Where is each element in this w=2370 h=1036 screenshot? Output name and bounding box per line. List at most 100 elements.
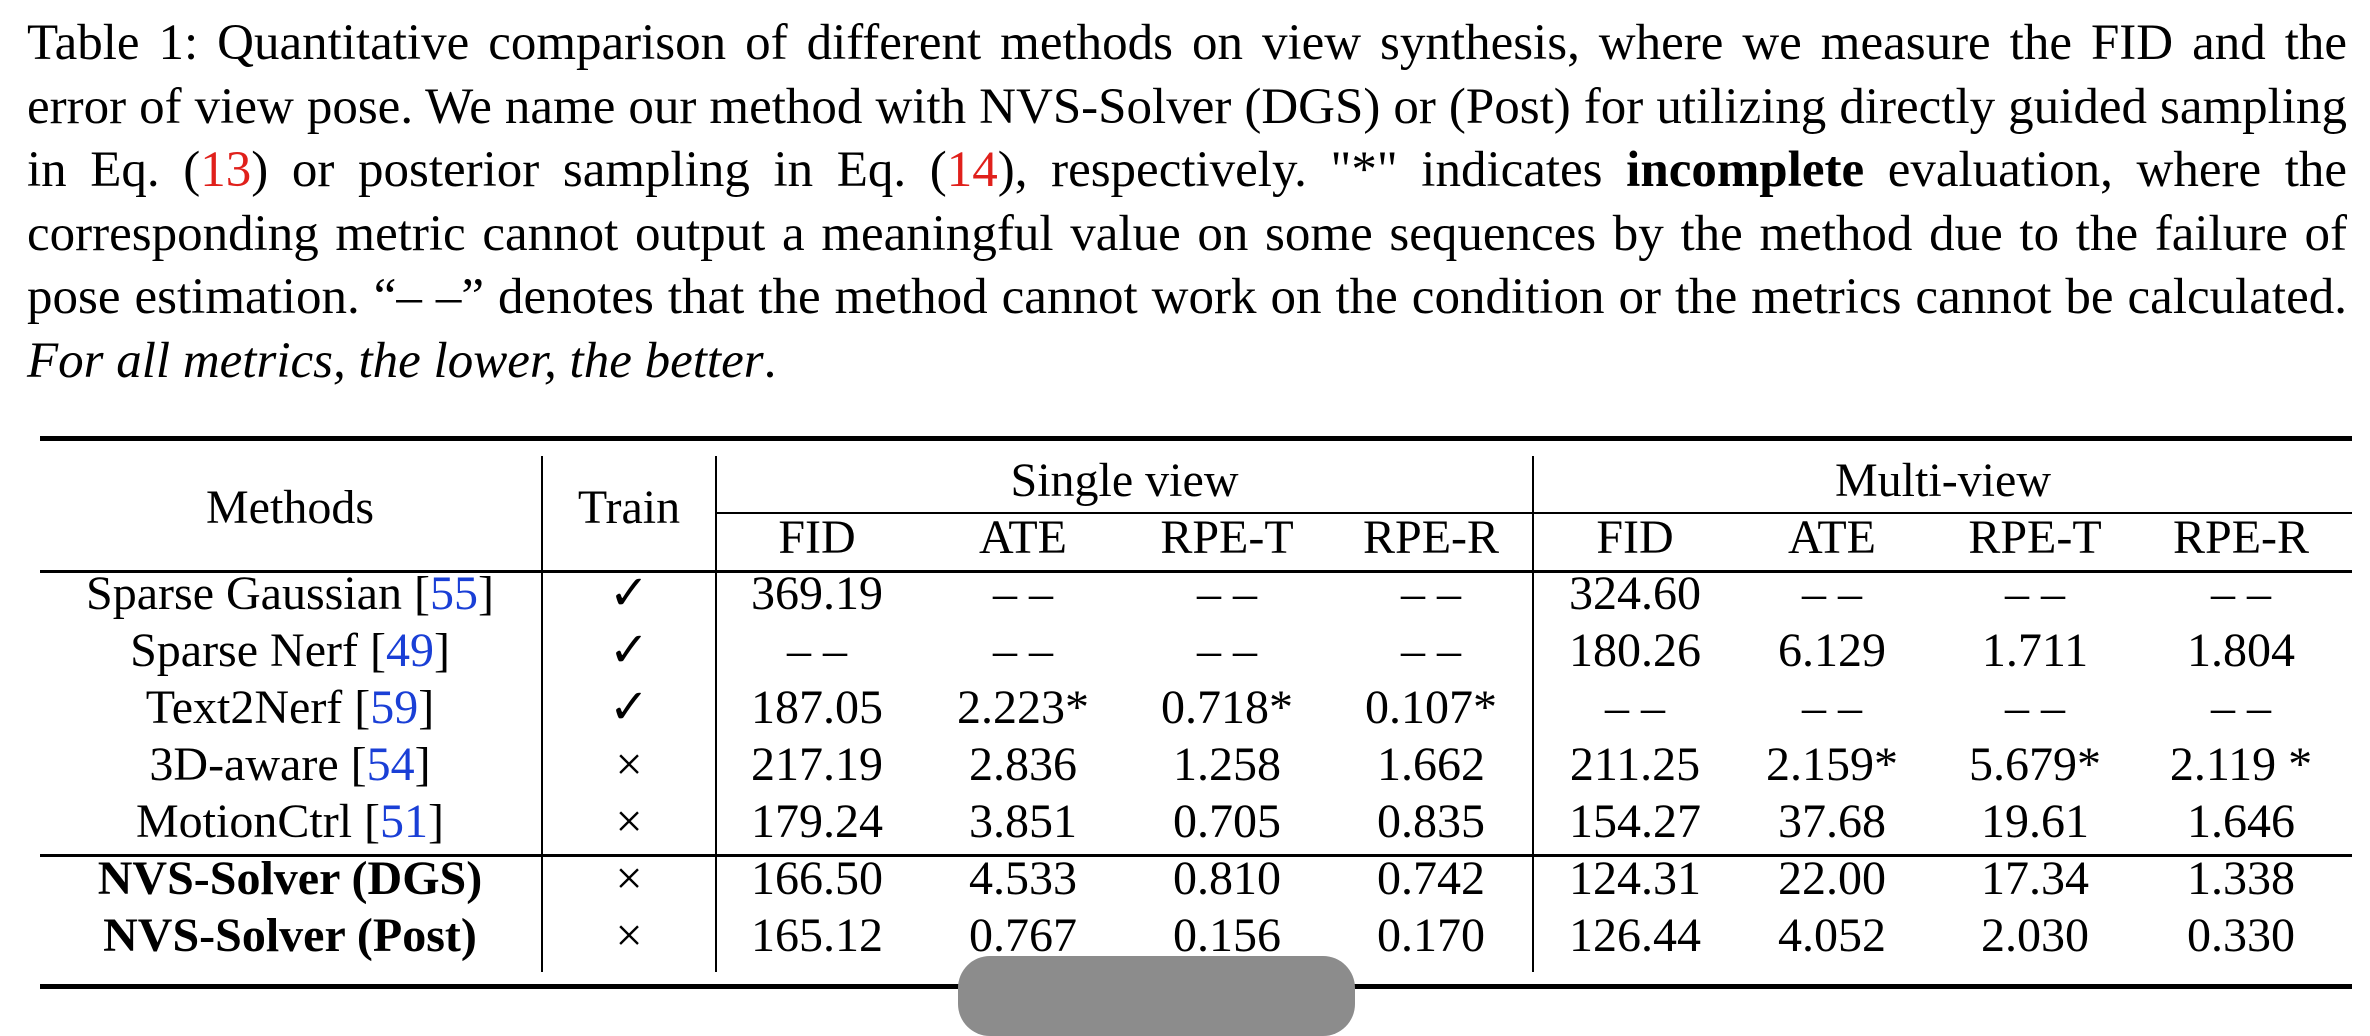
group-rule-multi-view <box>1534 512 2352 514</box>
table-cell: 217.19 <box>751 738 883 791</box>
table-cell: 5.679* <box>1969 738 2101 791</box>
citation-ref[interactable]: 54 <box>366 738 415 791</box>
table-cell: 126.44 <box>1569 909 1701 962</box>
table-cell: 0.170 <box>1377 909 1485 962</box>
caption-text-2: ) or posterior sampling in Eq. ( <box>251 142 947 198</box>
table-cell: 1.338 <box>2187 852 2295 905</box>
vrule-methods-train <box>541 456 543 972</box>
table-cell: 22.00 <box>1778 852 1886 905</box>
table-cell: 0.810 <box>1173 852 1281 905</box>
row-method-name: MotionCtrl [51] <box>136 795 444 848</box>
train-cross-mark: × <box>615 852 643 905</box>
train-cross-mark: × <box>615 909 643 962</box>
row-method-name: Sparse Gaussian [55] <box>86 567 494 620</box>
equation-ref-14[interactable]: 14 <box>946 142 998 198</box>
caption-end: . <box>763 332 777 389</box>
row-method-name: Sparse Nerf [49] <box>130 624 450 677</box>
table-cell: 3.851 <box>969 795 1077 848</box>
col-header-single-ate: ATE <box>979 511 1067 564</box>
table-cell: 1.258 <box>1173 738 1281 791</box>
row-method-name: Text2Nerf [59] <box>145 681 435 734</box>
table-cell: – – <box>2211 681 2271 734</box>
table-cell: 187.05 <box>751 681 883 734</box>
train-cross-mark: × <box>615 795 643 848</box>
group-rule-single-view <box>716 512 1534 514</box>
table-cell: 2.030 <box>1981 909 2089 962</box>
table-cell: – – <box>1197 624 1257 677</box>
table-cell: 4.533 <box>969 852 1077 905</box>
table-cell: 2.119 * <box>2169 738 2313 791</box>
caption-text-3: ), respectively. "*" indicates <box>997 142 1627 198</box>
table-cell: 1.804 <box>2187 624 2295 677</box>
caption-text-1: Table 1: Quantitative comparison of diff… <box>27 15 2347 198</box>
table-cell: 165.12 <box>751 909 883 962</box>
header-methods: Methods <box>206 481 374 534</box>
table-cell: – – <box>993 567 1053 620</box>
table-cell: 369.19 <box>751 567 883 620</box>
col-header-multi-fid: FID <box>1596 511 1674 564</box>
citation-ref[interactable]: 51 <box>380 795 429 848</box>
table-cell: 211.25 <box>1569 738 1701 791</box>
citation-ref[interactable]: 55 <box>429 567 478 620</box>
caption-italic: For all metrics, the lower, the better <box>27 332 764 389</box>
table-cell: – – <box>1605 681 1665 734</box>
train-check-mark: ✓ <box>608 681 650 734</box>
table-cell: 154.27 <box>1569 795 1701 848</box>
citation-ref[interactable]: 49 <box>385 624 434 677</box>
train-check-mark: ✓ <box>608 624 650 677</box>
col-header-single-rpe-t: RPE-T <box>1160 511 1294 564</box>
col-header-single-fid: FID <box>778 511 856 564</box>
table-cell: 0.767 <box>969 909 1077 962</box>
col-header-multi-ate: ATE <box>1788 511 1876 564</box>
table-cell: 0.156 <box>1173 909 1281 962</box>
table-cell: 17.34 <box>1981 852 2089 905</box>
citation-ref[interactable]: 59 <box>370 681 419 734</box>
table-cell: 1.662 <box>1377 738 1485 791</box>
table-cell: 19.61 <box>1981 795 2089 848</box>
table-cell: 180.26 <box>1569 624 1701 677</box>
table-cell: – – <box>1197 567 1257 620</box>
row-method-name: NVS-Solver (Post) <box>103 909 477 962</box>
table-cell: 2.159* <box>1766 738 1898 791</box>
row-method-name: NVS-Solver (DGS) <box>97 852 483 905</box>
col-header-multi-rpe-r: RPE-R <box>2172 511 2310 564</box>
table-cell: 166.50 <box>751 852 883 905</box>
table-cell: – – <box>2211 567 2271 620</box>
train-cross-mark: × <box>615 738 643 791</box>
table-cell: 0.705 <box>1173 795 1281 848</box>
header-group-single-view: Single view <box>1010 454 1239 507</box>
table-cell: 6.129 <box>1778 624 1886 677</box>
table-cell: 37.68 <box>1778 795 1886 848</box>
table-caption: Table 1: Quantitative comparison of diff… <box>27 12 2347 393</box>
table-top-rule <box>40 436 2352 441</box>
header-bottom-rule <box>40 570 2352 573</box>
table-cell: 1.711 <box>1981 624 2089 677</box>
col-header-multi-rpe-t: RPE-T <box>1968 511 2102 564</box>
table-cell: 0.718* <box>1161 681 1293 734</box>
table-cell: 4.052 <box>1778 909 1886 962</box>
header-group-multi-view: Multi-view <box>1835 454 2051 507</box>
col-header-single-rpe-r: RPE-R <box>1362 511 1500 564</box>
scrollbar-thumb[interactable] <box>958 956 1355 1036</box>
table-cell: 2.223* <box>957 681 1089 734</box>
table-cell: – – <box>1401 624 1461 677</box>
ours-separator-rule <box>40 854 2352 857</box>
table-cell: – – <box>2005 567 2065 620</box>
table-cell: 124.31 <box>1569 852 1701 905</box>
table-cell: – – <box>1401 567 1461 620</box>
equation-ref-13[interactable]: 13 <box>200 142 252 198</box>
table-cell: 0.107* <box>1365 681 1497 734</box>
vrule-single-multi <box>1532 456 1534 972</box>
row-method-name: 3D-aware [54] <box>149 738 431 791</box>
table-cell: 2.836 <box>969 738 1077 791</box>
table-cell: 0.330 <box>2187 909 2295 962</box>
table-cell: 324.60 <box>1569 567 1701 620</box>
train-check-mark: ✓ <box>608 567 650 620</box>
table-cell: – – <box>787 624 847 677</box>
table-cell: – – <box>2005 681 2065 734</box>
table-cell: 0.742 <box>1377 852 1485 905</box>
table-cell: 179.24 <box>751 795 883 848</box>
caption-bold-incomplete: incomplete <box>1626 142 1865 198</box>
header-train: Train <box>577 481 681 534</box>
caption-text-4: evaluation, where the corresponding metr… <box>27 142 2347 325</box>
